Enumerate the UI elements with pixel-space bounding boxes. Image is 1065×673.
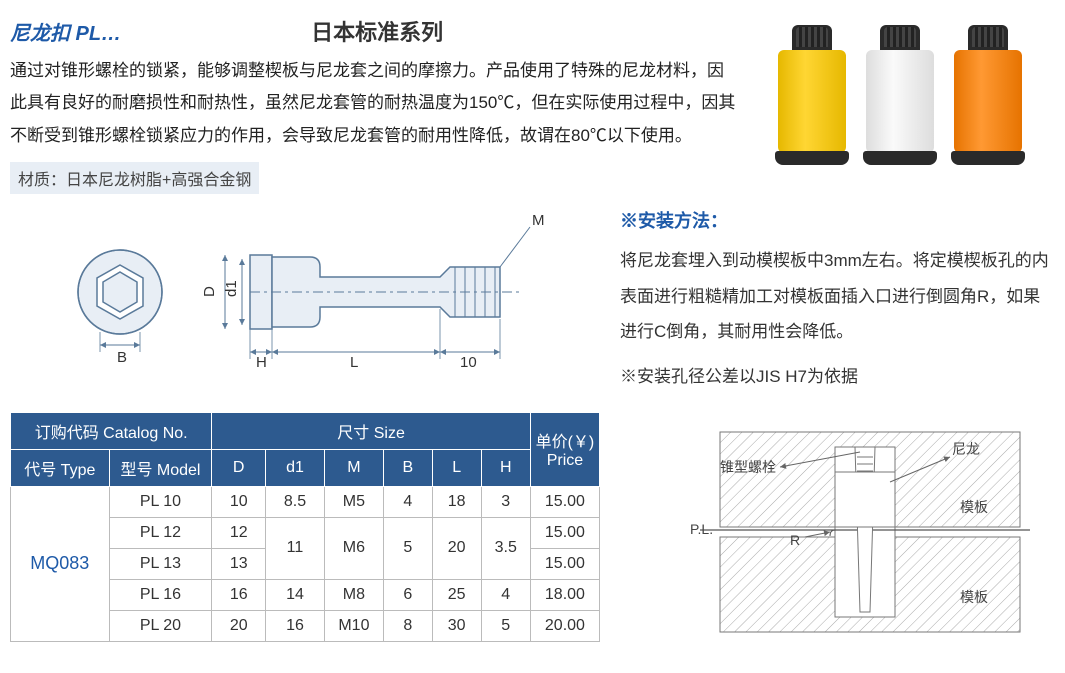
dim-cell-D: 16: [212, 579, 266, 610]
table-row: MQ083PL 10108.5M5418315.00: [11, 486, 600, 517]
install-diagram: 锥型螺栓 尼龙 模板 模板 P.L. R: [600, 412, 1055, 652]
model-cell: PL 16: [109, 579, 212, 610]
series-title: 日本标准系列: [311, 15, 443, 47]
top-section: 尼龙扣 PL… 日本标准系列 通过对锥形螺栓的锁紧，能够调整楔板与尼龙套之间的摩…: [10, 15, 1055, 202]
dim-cell-d1: 11: [266, 517, 325, 579]
description-text: 通过对锥形螺栓的锁紧，能够调整楔板与尼龙套之间的摩擦力。产品使用了特殊的尼龙材料…: [10, 55, 740, 152]
label-r: R: [790, 532, 800, 548]
table-body: MQ083PL 10108.5M5418315.00PL 121211M6520…: [11, 486, 600, 641]
dim-h-H: H: [481, 449, 530, 486]
dim-cell-L: 30: [432, 610, 481, 641]
price-header: 单价(￥) Price: [530, 412, 599, 486]
price-cell: 15.00: [530, 548, 599, 579]
install-diagram-svg: 锥型螺栓 尼龙 模板 模板 P.L. R: [660, 412, 1040, 652]
technical-drawing: B M D d1 H L 10: [10, 207, 600, 377]
model-cell: PL 20: [109, 610, 212, 641]
plug-orange: [949, 25, 1027, 165]
dim-cell-d1: 16: [266, 610, 325, 641]
price-cell: 15.00: [530, 517, 599, 548]
model-cell: PL 10: [109, 486, 212, 517]
plug-white: [861, 25, 939, 165]
plug-yellow: [773, 25, 851, 165]
dim-B: B: [117, 349, 127, 366]
dim-D: D: [201, 286, 218, 297]
dim-h-B: B: [383, 449, 432, 486]
type-header: 代号 Type: [11, 449, 110, 486]
dim-cell-H: 5: [481, 610, 530, 641]
dim-h-L: L: [432, 449, 481, 486]
model-header: 型号 Model: [109, 449, 212, 486]
install-note: ※安装孔径公差以JIS H7为依据: [620, 362, 1055, 387]
dim-cell-H: 3: [481, 486, 530, 517]
dim-cell-L: 25: [432, 579, 481, 610]
dim-cell-M: M10: [324, 610, 383, 641]
type-code-cell: MQ083: [11, 486, 110, 641]
dim-cell-H: 3.5: [481, 517, 530, 579]
dim-h-d1: d1: [266, 449, 325, 486]
dim-cell-d1: 14: [266, 579, 325, 610]
price-cell: 15.00: [530, 486, 599, 517]
dim-cell-B: 8: [383, 610, 432, 641]
dim-10: 10: [460, 354, 477, 371]
material-label: 材质：日本尼龙树脂+高强合金钢: [10, 162, 259, 194]
dim-cell-d1: 8.5: [266, 486, 325, 517]
dim-cell-B: 6: [383, 579, 432, 610]
dim-cell-H: 4: [481, 579, 530, 610]
title-row: 尼龙扣 PL… 日本标准系列: [10, 15, 740, 47]
dim-cell-D: 13: [212, 548, 266, 579]
dim-L: L: [350, 354, 358, 371]
dim-d1: d1: [223, 280, 240, 297]
dim-cell-D: 12: [212, 517, 266, 548]
dim-cell-M: M6: [324, 517, 383, 579]
spec-table: 订购代码 Catalog No. 尺寸 Size 单价(￥) Price 代号 …: [10, 412, 600, 642]
product-photo-area: [755, 15, 1055, 202]
dim-cell-L: 20: [432, 517, 481, 579]
catalog-header: 订购代码 Catalog No.: [11, 412, 212, 449]
tech-drawing-svg: B M D d1 H L 10: [10, 207, 580, 377]
label-screw: 锥型螺栓: [720, 459, 776, 475]
dim-h-M: M: [324, 449, 383, 486]
model-cell: PL 13: [109, 548, 212, 579]
dim-cell-M: M8: [324, 579, 383, 610]
dim-cell-M: M5: [324, 486, 383, 517]
table-head: 订购代码 Catalog No. 尺寸 Size 单价(￥) Price 代号 …: [11, 412, 600, 486]
label-nylon: 尼龙: [952, 441, 980, 457]
install-title: ※安装方法：: [620, 207, 1055, 233]
dim-cell-B: 5: [383, 517, 432, 579]
product-photo: [755, 15, 1045, 175]
product-name: 尼龙扣 PL…: [10, 17, 121, 46]
mid-section: B M D d1 H L 10 ※安装方法： 将尼龙套埋入到动模楔板中3mm左右…: [10, 207, 1055, 387]
size-header: 尺寸 Size: [212, 412, 531, 449]
top-left: 尼龙扣 PL… 日本标准系列 通过对锥形螺栓的锁紧，能够调整楔板与尼龙套之间的摩…: [10, 15, 755, 202]
label-plate-bot: 模板: [960, 589, 988, 605]
dim-cell-D: 20: [212, 610, 266, 641]
model-cell: PL 12: [109, 517, 212, 548]
bottom-section: 订购代码 Catalog No. 尺寸 Size 单价(￥) Price 代号 …: [10, 412, 1055, 652]
dim-M: M: [532, 212, 545, 229]
price-cell: 20.00: [530, 610, 599, 641]
price-cell: 18.00: [530, 579, 599, 610]
dim-H: H: [256, 354, 267, 371]
label-plate-top: 模板: [960, 499, 988, 515]
install-method-area: ※安装方法： 将尼龙套埋入到动模楔板中3mm左右。将定模楔板孔的内表面进行粗糙精…: [600, 207, 1055, 387]
spec-table-wrap: 订购代码 Catalog No. 尺寸 Size 单价(￥) Price 代号 …: [10, 412, 600, 642]
label-pl: P.L.: [690, 521, 713, 537]
dim-h-D: D: [212, 449, 266, 486]
install-text: 将尼龙套埋入到动模楔板中3mm左右。将定模楔板孔的内表面进行粗糙精加工对模板面插…: [620, 243, 1055, 350]
dim-cell-B: 4: [383, 486, 432, 517]
dim-cell-L: 18: [432, 486, 481, 517]
dim-cell-D: 10: [212, 486, 266, 517]
